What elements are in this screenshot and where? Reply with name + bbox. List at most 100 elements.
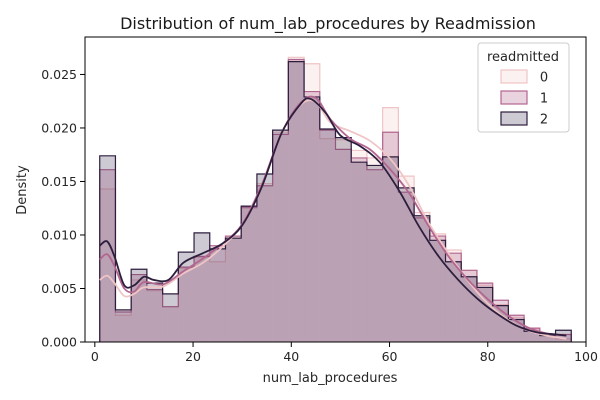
bar-1-21: [429, 236, 446, 342]
bar-2-3: [146, 283, 163, 342]
bar-2-21: [429, 240, 446, 342]
legend: readmitted 0 1 2: [477, 42, 570, 133]
bar-1-22: [445, 253, 462, 342]
bar-2-19: [398, 187, 415, 342]
bar-0-22: [445, 249, 462, 342]
y-tick-label: 0.020: [41, 120, 77, 135]
bar-1-6: [194, 256, 210, 342]
bar-1-11: [272, 134, 289, 342]
chart-title: Distribution of num_lab_procedures by Re…: [120, 14, 536, 34]
bar-0-9: [241, 208, 257, 342]
bar-0-20: [414, 212, 430, 342]
bar-0-14: [319, 138, 336, 342]
bar-0-1: [115, 315, 132, 342]
bar-1-3: [146, 289, 163, 342]
bar-2-12: [288, 61, 305, 342]
bar-1-13: [304, 91, 320, 342]
bar-2-25: [492, 305, 509, 342]
bar-0-17: [366, 157, 383, 342]
x-tick-label: 20: [185, 349, 201, 364]
kde-line-1: [99, 95, 567, 337]
bar-0-12: [288, 57, 305, 342]
bar-1-15: [335, 149, 352, 342]
x-axis: 0 20 40 60 80 100: [91, 342, 598, 364]
bar-0-5: [178, 268, 195, 342]
x-tick-label: 80: [480, 349, 496, 364]
bar-2-14: [319, 129, 336, 342]
bar-2-13: [304, 96, 320, 342]
plot-area: [99, 56, 572, 342]
x-axis-label: num_lab_procedures: [263, 371, 398, 386]
bar-1-20: [414, 217, 430, 342]
bar-1-7: [209, 245, 226, 342]
legend-swatch-2: [500, 111, 528, 126]
bar-0-4: [162, 306, 179, 342]
bar-0-6: [194, 257, 210, 342]
bar-1-5: [178, 267, 195, 342]
legend-label-1: 1: [540, 92, 548, 107]
y-tick-label: 0.025: [41, 67, 77, 82]
y-tick-label: 0.000: [41, 335, 77, 350]
axes-frame: [84, 36, 587, 343]
bar-0-15: [335, 139, 352, 342]
bar-1-0: [99, 169, 116, 342]
bar-2-10: [256, 173, 273, 342]
legend-swatch-0: [500, 69, 528, 84]
bar-0-13: [304, 63, 320, 342]
x-tick-label: 40: [283, 349, 299, 364]
bar-2-16: [351, 162, 367, 342]
bar-2-11: [272, 130, 289, 342]
bar-0-7: [209, 261, 226, 342]
bar-1-12: [288, 59, 305, 342]
bar-1-9: [241, 207, 257, 342]
bar-1-19: [398, 192, 415, 342]
bar-0-3: [146, 290, 163, 342]
bar-0-8: [225, 236, 242, 342]
bar-2-1: [115, 309, 132, 342]
bar-2-20: [414, 215, 430, 342]
bar-2-0: [99, 155, 116, 342]
bar-1-28: [539, 335, 556, 342]
bar-0-16: [351, 150, 367, 342]
y-tick-label: 0.005: [41, 281, 77, 296]
bar-2-8: [225, 238, 242, 342]
bar-2-28: [539, 335, 556, 342]
bar-1-10: [256, 185, 273, 342]
bar-1-8: [225, 236, 242, 342]
bar-1-14: [319, 130, 336, 342]
kde-line-0: [99, 99, 567, 340]
bar-2-9: [241, 206, 257, 342]
kde-line-2: [99, 97, 567, 337]
bar-2-4: [162, 293, 179, 342]
bar-1-17: [366, 169, 383, 342]
bar-2-18: [382, 156, 399, 342]
legend-label-2: 2: [540, 113, 548, 128]
bar-0-0: [99, 188, 116, 342]
legend-swatch-1: [500, 90, 528, 105]
bar-1-1: [115, 312, 132, 342]
legend-title: readmitted: [487, 50, 559, 65]
bar-2-17: [366, 165, 383, 342]
bar-0-10: [256, 183, 273, 342]
bar-2-23: [461, 276, 477, 342]
y-axis-label: Density: [15, 165, 30, 215]
bar-2-7: [209, 248, 226, 342]
bar-1-4: [162, 306, 179, 342]
bar-0-29: [555, 338, 572, 342]
bar-2-22: [445, 261, 462, 342]
bar-2-27: [524, 331, 540, 342]
bar-2-15: [335, 137, 352, 342]
bar-0-19: [398, 176, 415, 342]
y-tick-label: 0.015: [41, 174, 77, 189]
x-tick-label: 100: [574, 349, 598, 364]
bar-1-24: [476, 283, 493, 342]
bar-0-2: [131, 279, 147, 342]
legend-label-0: 0: [540, 71, 548, 86]
y-axis: 0.000 0.005 0.010 0.015 0.020 0.025: [41, 67, 85, 350]
x-tick-label: 60: [382, 349, 398, 364]
bar-2-6: [194, 232, 210, 342]
x-tick-label: 0: [91, 349, 99, 364]
bar-1-16: [351, 157, 367, 342]
bar-0-11: [272, 132, 289, 342]
legend-box: [477, 42, 570, 133]
